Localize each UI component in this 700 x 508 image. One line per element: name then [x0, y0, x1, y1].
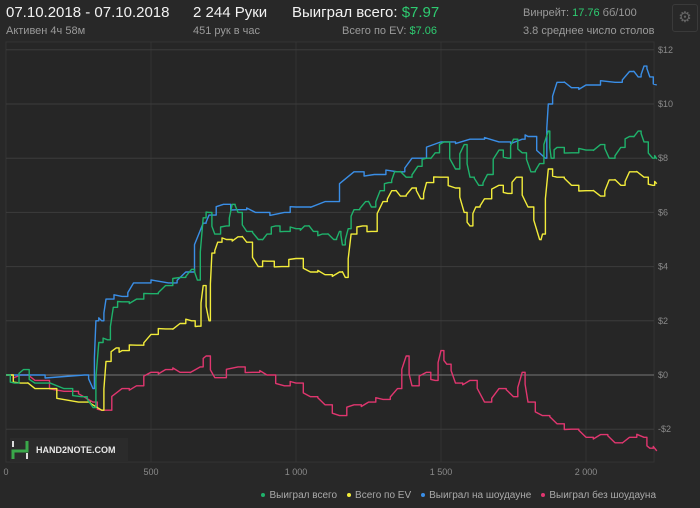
legend-label: Выиграл всего [269, 490, 338, 501]
y-tick-label: $0 [658, 370, 668, 380]
legend: Выиграл всего Всего по EV Выиграл на шоу… [261, 490, 656, 501]
x-tick-label: 1 500 [430, 467, 453, 477]
header: 07.10.2018 - 07.10.2018 Активен 4ч 58м 2… [0, 0, 700, 42]
series-line-2 [6, 65, 657, 390]
x-tick-label: 2 000 [575, 467, 598, 477]
logo: HAND2NOTE.COM [10, 438, 128, 462]
y-tick-label: $4 [658, 262, 668, 272]
ev-label: Всего по EV: [342, 25, 410, 37]
won-value: $7.97 [401, 4, 440, 21]
winrate-unit: бб/100 [599, 7, 637, 19]
won-label: Выиграл всего: [292, 4, 402, 21]
hands-per-hour: 451 рук в час [193, 25, 261, 37]
hands-count: 2 244 Руки [193, 4, 268, 21]
y-tick-label: -$2 [658, 424, 671, 434]
logo-text: HAND2NOTE.COM [36, 445, 116, 455]
legend-item-ev[interactable]: Всего по EV [347, 490, 411, 501]
won-total: Выиграл всего: $7.97 [292, 4, 439, 21]
legend-item-won-total[interactable]: Выиграл всего [261, 490, 337, 501]
plot-area [5, 41, 655, 463]
ev-value: $7.06 [409, 25, 437, 37]
legend-item-non-showdown[interactable]: Выиграл без шоудауна [541, 490, 656, 501]
y-tick-label: $6 [658, 207, 668, 217]
winrate-label: Винрейт: [523, 7, 573, 19]
settings-button[interactable]: ⚙ [672, 4, 698, 32]
gear-icon: ⚙ [678, 9, 692, 26]
y-tick-label: $12 [658, 45, 673, 55]
legend-dot-icon [421, 493, 426, 498]
series-line-1 [6, 168, 658, 411]
legend-label: Всего по EV [355, 490, 412, 501]
date-range[interactable]: 07.10.2018 - 07.10.2018 [6, 4, 170, 21]
ev-total: Всего по EV: $7.06 [342, 25, 437, 37]
legend-label: Выиграл на шоудауне [429, 490, 532, 501]
legend-label: Выиграл без шоудауна [549, 490, 656, 501]
y-tick-label: $2 [658, 316, 668, 326]
x-tick-label: 500 [143, 467, 158, 477]
series-line-3 [6, 349, 658, 452]
legend-dot-icon [261, 493, 266, 498]
avg-tables: 3.8 среднее число столов [523, 25, 655, 37]
legend-dot-icon [541, 493, 546, 498]
active-time: Активен 4ч 58м [6, 25, 86, 37]
hand2note-logo-icon [11, 441, 29, 459]
y-tick-label: $8 [658, 153, 668, 163]
x-tick-label: 1 000 [285, 467, 308, 477]
y-tick-label: $10 [658, 99, 673, 109]
winrate-value: 17.76 [572, 7, 600, 19]
legend-dot-icon [347, 493, 352, 498]
winrate: Винрейт: 17.76 бб/100 [523, 7, 637, 19]
legend-item-showdown[interactable]: Выиграл на шоудауне [421, 490, 531, 501]
x-tick-label: 0 [3, 467, 8, 477]
series-line-0 [6, 130, 658, 409]
